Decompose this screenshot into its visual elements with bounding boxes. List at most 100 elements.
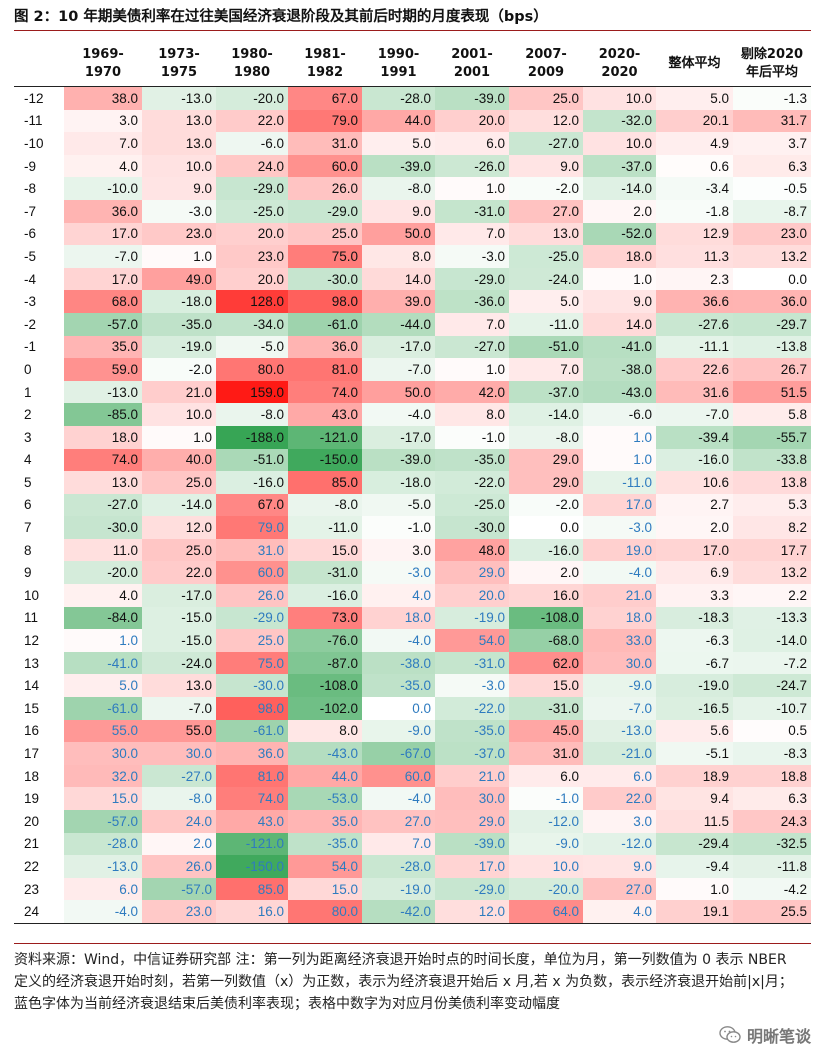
value-cell: -10.7 [733, 697, 811, 720]
value-cell: -14.0 [733, 629, 811, 652]
value-cell: 55.0 [64, 719, 142, 743]
value-cell: 36.0 [64, 199, 142, 223]
value-cell: 54.0 [288, 855, 362, 878]
column-header: 整体平均 [656, 42, 733, 87]
value-cell: -150.0 [288, 448, 362, 472]
table-row: -2 -57.0 -35.0 -34.0 -61.0 -44.0 7.0 -11.0 14.0-… [14, 312, 811, 336]
value-cell: 18.0 [64, 425, 142, 449]
month-offset-cell: 24 [14, 900, 64, 924]
month-offset-cell: 4 [24, 452, 32, 468]
column-header: 2001- 2001 [435, 42, 509, 87]
value-cell: -5.0 [362, 493, 435, 517]
table-body: -12 38.0 -13.0 -20.0 67.0 -28.0 -39.0 25.0 10.0 5… [14, 86, 811, 924]
value-cell: 75.0 [216, 651, 288, 675]
value-cell: 1.0 [435, 358, 509, 381]
month-offset-cell: 19 [24, 791, 40, 807]
value-cell: 67.0 [288, 86, 362, 110]
value-cell: -31.0 [435, 199, 509, 223]
month-offset-cell: 11 [24, 610, 39, 626]
value-cell: 11.0 [64, 538, 142, 562]
value-cell: 31.0 [216, 538, 288, 562]
value-cell: 33.0 [583, 629, 656, 652]
value-cell: 24.3 [733, 810, 811, 833]
value-cell: -17.0 [142, 584, 216, 607]
footnote-text: 资料来源：Wind，中信证券研究部 注：第一列为距离经济衰退开始时点的时间长度，… [14, 952, 793, 1012]
value-cell: 85.0 [216, 877, 288, 901]
month-offset-cell: -2 [24, 316, 37, 332]
value-cell: 5.3 [733, 493, 811, 517]
value-cell: 79.0 [288, 109, 362, 133]
month-offset-cell: 20 [24, 813, 40, 829]
value-cell: -4.2 [733, 877, 811, 901]
value-cell: 13.0 [142, 674, 216, 698]
value-cell: -14.0 [509, 403, 583, 426]
value-cell: 9.0 [583, 855, 656, 878]
month-offset-cell: 8 [24, 542, 32, 558]
value-cell: -42.0 [362, 900, 435, 924]
month-offset-cell: 21 [24, 836, 40, 852]
month-offset-cell: 7 [24, 520, 32, 536]
month-offset-cell: -3 [24, 294, 37, 310]
value-cell: 3.0 [362, 538, 435, 562]
value-cell: 62.0 [509, 651, 583, 675]
value-cell: 17.0 [435, 855, 509, 878]
footnote-block: 资料来源：Wind，中信证券研究部 注：第一列为距离经济衰退开始时点的时间长度，… [14, 943, 811, 1055]
value-cell: -29.0 [435, 877, 509, 901]
value-cell: -9.0 [362, 719, 435, 743]
wechat-icon [719, 1026, 741, 1043]
value-cell: -7.0 [362, 358, 435, 381]
value-cell: 0.0 [362, 697, 435, 720]
value-cell: 36.0 [216, 742, 288, 765]
value-cell: -3.0 [435, 674, 509, 698]
value-cell: 42.0 [435, 380, 509, 404]
value-cell: 4.0 [64, 584, 142, 607]
value-cell: -18.0 [142, 290, 216, 313]
value-cell: 20.0 [216, 222, 288, 246]
table-row: 19 15.0 -8.0 74.0 -53.0 -4.0 30.0 -1.0 22.0 9.4 6.… [14, 787, 811, 810]
value-cell: 49.0 [142, 267, 216, 291]
value-cell: -8.3 [733, 742, 811, 765]
value-cell: 12.0 [435, 900, 509, 924]
value-cell: -37.0 [583, 154, 656, 178]
value-cell: 9.0 [362, 199, 435, 223]
value-cell: -16.0 [509, 538, 583, 562]
value-cell: 6.0 [509, 764, 583, 788]
value-cell: -10.0 [64, 177, 142, 200]
value-cell: 1.0 [435, 177, 509, 200]
value-cell: -27.0 [142, 764, 216, 788]
value-cell: -16.5 [656, 697, 733, 720]
value-cell: 27.0 [509, 199, 583, 223]
value-cell: 13.0 [64, 471, 142, 494]
value-cell: -38.0 [362, 651, 435, 675]
column-header: 2020- 2020 [583, 42, 656, 87]
value-cell: -61.0 [64, 697, 142, 720]
month-offset-cell: -7 [24, 203, 37, 219]
value-cell: 18.9 [656, 764, 733, 788]
value-cell: -87.0 [288, 651, 362, 675]
value-cell: 81.0 [288, 358, 362, 381]
value-cell: -27.0 [435, 335, 509, 359]
table-row: 7 -30.0 12.0 79.0 -11.0 -1.0 -30.0 0.0 -3.0 2.0 8.… [14, 516, 811, 539]
value-cell: 5.0 [64, 674, 142, 698]
table-row: 0 59.0 -2.0 80.0 81.0 -7.0 1.0 7.0 -38.0 22.6 26.7 [14, 358, 811, 381]
month-offset-cell: -5 [24, 248, 37, 264]
value-cell: 6.3 [733, 154, 811, 178]
value-cell: -7.2 [733, 651, 811, 675]
value-cell: 60.0 [216, 561, 288, 585]
value-cell: 80.0 [288, 900, 362, 924]
value-cell: -9.0 [509, 832, 583, 856]
value-cell: 7.0 [435, 312, 509, 336]
value-cell: -8.0 [142, 787, 216, 810]
value-cell: 36.0 [733, 290, 811, 313]
value-cell: -18.0 [362, 471, 435, 494]
value-cell: -1.0 [509, 787, 583, 810]
value-cell: 25.0 [142, 538, 216, 562]
value-cell: 21.0 [435, 764, 509, 788]
value-cell: 81.0 [216, 764, 288, 788]
value-cell: -33.8 [733, 448, 811, 472]
value-cell: 10.0 [142, 154, 216, 178]
month-offset-cell: 0 [24, 361, 32, 377]
value-cell: 31.7 [733, 109, 811, 133]
value-cell: -11.8 [733, 855, 811, 878]
value-cell: 11.5 [656, 810, 733, 833]
